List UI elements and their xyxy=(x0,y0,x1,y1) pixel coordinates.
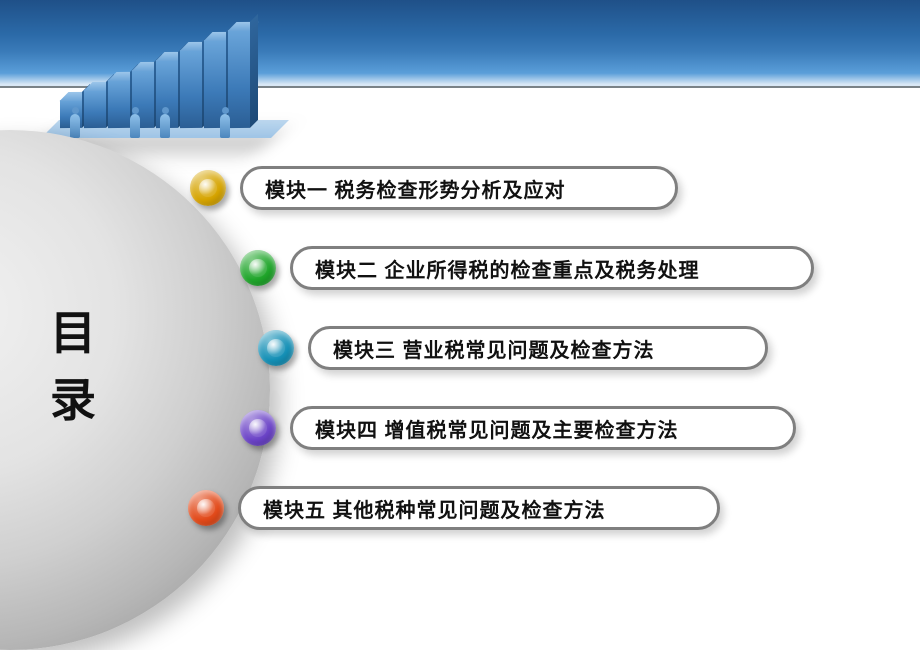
module-row[interactable]: 模块四 增值税常见问题及主要检查方法 xyxy=(240,406,796,450)
module-pill: 模块三 营业税常见问题及检查方法 xyxy=(308,326,768,370)
module-bullet-icon xyxy=(188,490,224,526)
chart-bar xyxy=(108,80,130,128)
module-label: 模块五 其他税种常见问题及检查方法 xyxy=(263,494,606,523)
chart-bar xyxy=(84,90,106,128)
module-bullet-icon xyxy=(258,330,294,366)
module-pill: 模块五 其他税种常见问题及检查方法 xyxy=(238,486,720,530)
bar-chart-decoration xyxy=(60,18,270,138)
module-bullet-icon xyxy=(240,410,276,446)
module-row[interactable]: 模块三 营业税常见问题及检查方法 xyxy=(258,326,768,370)
chart-bar xyxy=(228,30,250,128)
module-row[interactable]: 模块一 税务检查形势分析及应对 xyxy=(190,166,678,210)
module-label: 模块四 增值税常见问题及主要检查方法 xyxy=(315,414,679,443)
module-pill: 模块二 企业所得税的检查重点及税务处理 xyxy=(290,246,814,290)
module-pill: 模块四 增值税常见问题及主要检查方法 xyxy=(290,406,796,450)
module-bullet-icon xyxy=(190,170,226,206)
module-label: 模块二 企业所得税的检查重点及税务处理 xyxy=(315,254,700,283)
toc-title-line2: 录 xyxy=(50,367,98,434)
module-label: 模块一 税务检查形势分析及应对 xyxy=(265,174,566,203)
module-pill: 模块一 税务检查形势分析及应对 xyxy=(240,166,678,210)
module-row[interactable]: 模块五 其他税种常见问题及检查方法 xyxy=(188,486,720,530)
module-row[interactable]: 模块二 企业所得税的检查重点及税务处理 xyxy=(240,246,814,290)
toc-title: 目 录 xyxy=(50,300,98,433)
module-bullet-icon xyxy=(240,250,276,286)
module-label: 模块三 营业税常见问题及检查方法 xyxy=(333,334,655,363)
toc-title-line1: 目 xyxy=(50,300,98,367)
chart-bar xyxy=(180,50,202,128)
